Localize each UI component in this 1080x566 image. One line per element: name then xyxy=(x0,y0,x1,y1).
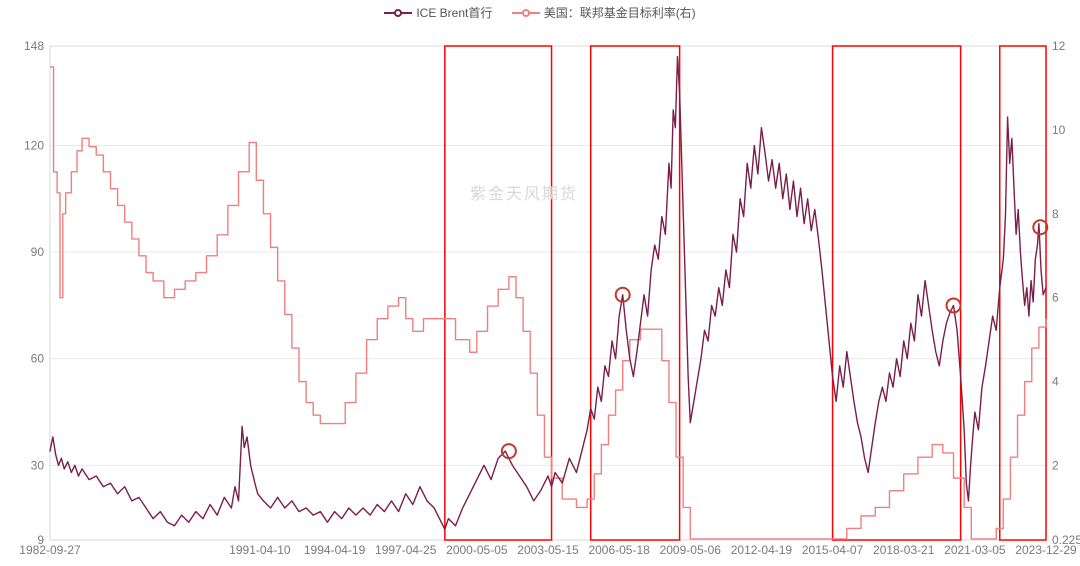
annotation-circle xyxy=(502,444,516,458)
y-right-tick-label: 8 xyxy=(1052,207,1059,221)
legend-mark-fedrate xyxy=(512,7,540,19)
y-left-tick-label: 148 xyxy=(24,39,44,53)
series-fedrate xyxy=(50,67,1046,539)
chart-svg: 93060901201480.225246810121982-09-271991… xyxy=(0,0,1080,566)
legend-mark-brent xyxy=(384,7,412,19)
x-tick-label: 2006-05-18 xyxy=(588,543,650,557)
x-tick-label: 1982-09-27 xyxy=(19,543,81,557)
legend-item-brent: ICE Brent首行 xyxy=(384,4,492,21)
x-tick-label: 2003-05-15 xyxy=(517,543,579,557)
y-left-tick-label: 60 xyxy=(31,352,45,366)
x-tick-label: 2000-05-05 xyxy=(446,543,508,557)
chart-container: ICE Brent首行 美国：联邦基金目标利率(右) 紫金天风期货 930609… xyxy=(0,0,1080,566)
y-right-tick-label: 6 xyxy=(1052,291,1059,305)
y-left-tick-label: 120 xyxy=(24,139,44,153)
y-right-tick-label: 10 xyxy=(1052,123,1066,137)
highlight-box xyxy=(1000,46,1046,540)
legend-label-brent: ICE Brent首行 xyxy=(416,4,492,21)
highlight-box xyxy=(833,46,961,540)
x-tick-label: 2018-03-21 xyxy=(873,543,935,557)
x-tick-label: 1997-04-25 xyxy=(375,543,437,557)
x-tick-label: 2015-04-07 xyxy=(802,543,864,557)
x-tick-label: 2009-05-06 xyxy=(660,543,722,557)
x-tick-label: 2012-04-19 xyxy=(731,543,793,557)
legend-label-fedrate: 美国：联邦基金目标利率(右) xyxy=(544,4,696,21)
y-left-tick-label: 30 xyxy=(31,458,45,472)
y-left-tick-label: 90 xyxy=(31,245,45,259)
x-tick-label: 2023-12-29 xyxy=(1015,543,1077,557)
y-right-tick-label: 2 xyxy=(1052,459,1059,473)
x-tick-label: 1994-04-19 xyxy=(304,543,366,557)
y-right-tick-label: 12 xyxy=(1052,39,1066,53)
legend: ICE Brent首行 美国：联邦基金目标利率(右) xyxy=(0,4,1080,22)
highlight-box xyxy=(591,46,680,540)
x-tick-label: 2021-03-05 xyxy=(944,543,1006,557)
x-tick-label: 1991-04-10 xyxy=(229,543,291,557)
series-brent xyxy=(50,57,1046,530)
annotation-circle xyxy=(1033,220,1047,234)
legend-item-fedrate: 美国：联邦基金目标利率(右) xyxy=(512,4,696,21)
y-right-tick-label: 4 xyxy=(1052,375,1059,389)
plot-frame xyxy=(50,46,1046,540)
